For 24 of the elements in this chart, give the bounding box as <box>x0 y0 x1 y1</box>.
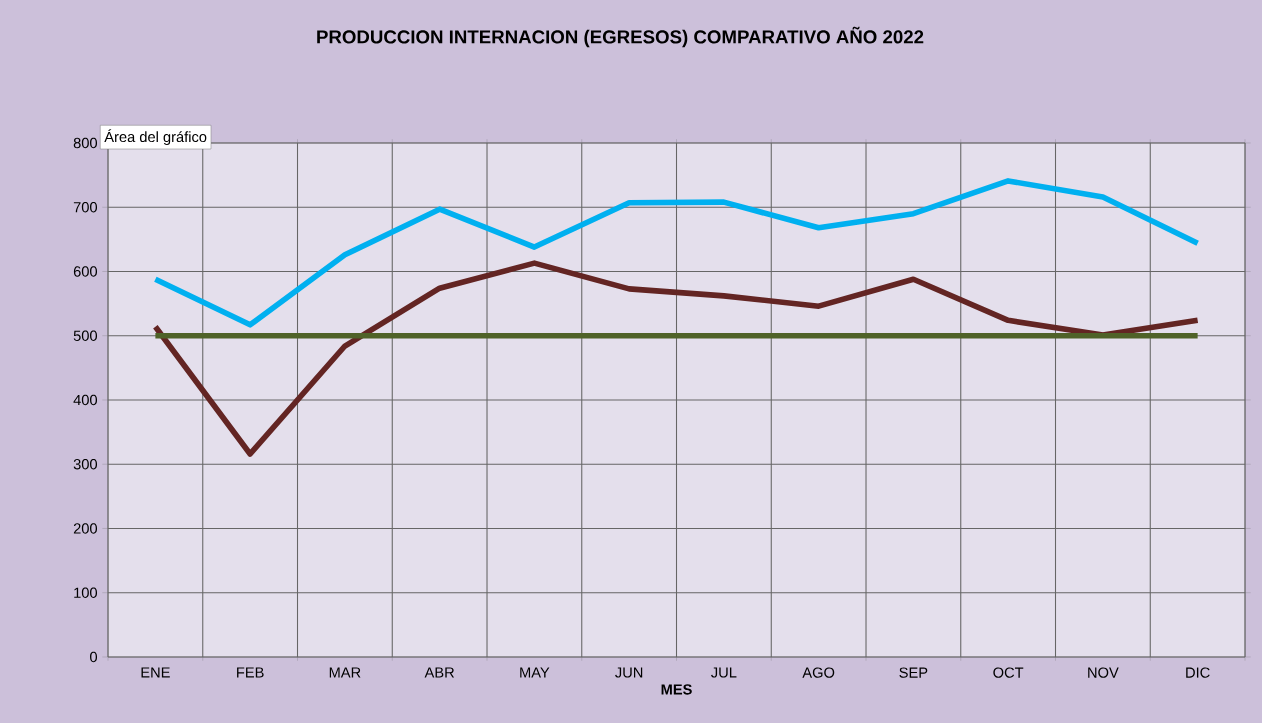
y-tick-label: 200 <box>73 523 98 534</box>
y-tick-label: 0 <box>90 651 98 663</box>
x-tick-label: MAY <box>520 667 550 678</box>
x-tick-label: AGO <box>802 667 835 678</box>
annotation: Área del gráfico <box>104 129 207 145</box>
x-tick-label: OCT <box>993 667 1024 678</box>
x-tick-label: MAR <box>329 667 361 678</box>
y-tick-label: 300 <box>73 459 98 470</box>
chart-title: PRODUCCION INTERNACION (EGRESOS) COMPARATIVO AÑO 2022 <box>317 26 924 48</box>
y-tick-label: 700 <box>73 202 98 213</box>
y-tick-label: 400 <box>73 394 98 406</box>
x-axis-title: MES <box>661 684 692 695</box>
y-tick-label: 100 <box>74 587 98 598</box>
x-tick-label: FEB <box>237 667 264 678</box>
y-tick-label: 500 <box>73 330 98 341</box>
y-tick-label: 600 <box>73 266 98 277</box>
x-tick-label: NOV <box>1088 667 1119 678</box>
x-tick-label: JUN <box>615 667 643 678</box>
x-tick-label: JUL <box>711 667 737 678</box>
y-tick-label: 800 <box>73 137 98 149</box>
x-tick-label: DIC <box>1186 667 1210 678</box>
x-tick-label: ABR <box>424 667 455 678</box>
x-tick-label: ENE <box>141 667 170 678</box>
x-tick-label: SEP <box>899 667 928 678</box>
